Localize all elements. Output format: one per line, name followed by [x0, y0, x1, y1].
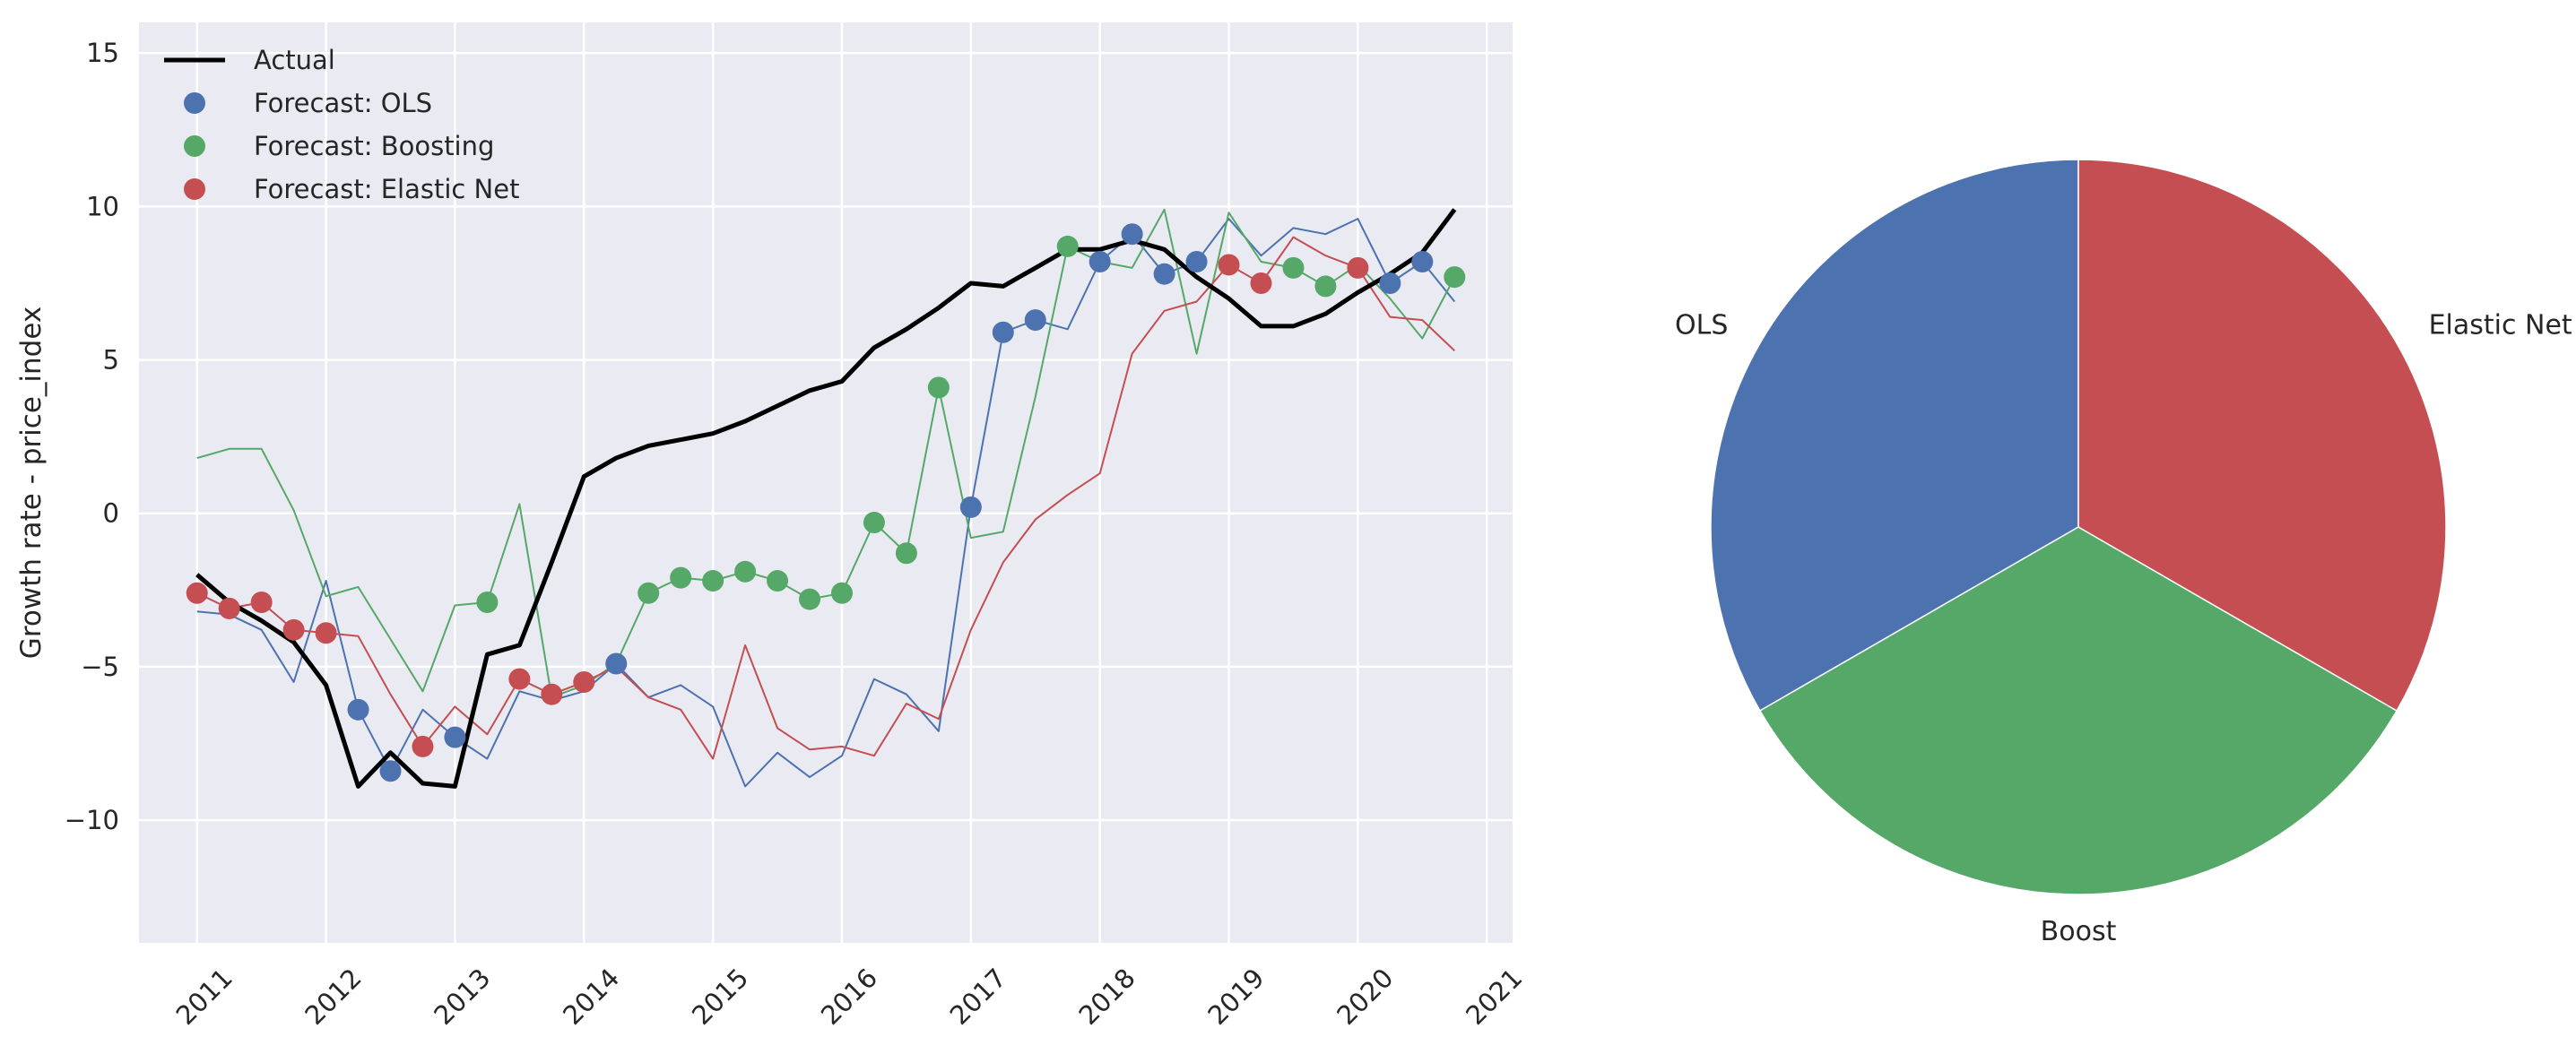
data-point — [282, 618, 305, 641]
pie-slice-label: Boost — [2041, 916, 2117, 947]
data-point — [573, 671, 595, 694]
x-tick-label: 2012 — [299, 963, 367, 1031]
data-point — [315, 622, 337, 644]
legend-label: Forecast: Elastic Net — [254, 174, 519, 204]
y-tick-labels: −10 −5 0 5 10 15 — [65, 38, 119, 835]
y-tick-label: 5 — [103, 345, 119, 376]
y-tick-label: 15 — [86, 38, 119, 68]
x-tick-label: 2011 — [170, 963, 239, 1031]
data-point — [895, 542, 917, 565]
data-point — [186, 582, 208, 604]
y-tick-label: 10 — [86, 191, 119, 221]
data-point — [1218, 254, 1240, 276]
series-line-forecast-elastic-net — [196, 236, 1455, 760]
x-tick-label: 2018 — [1073, 963, 1141, 1031]
pie-slice-boost — [1758, 526, 2398, 895]
data-point — [1250, 272, 1272, 294]
legend-label: Forecast: Boosting — [254, 131, 494, 161]
data-point — [476, 592, 499, 614]
pie-chart: OLS Boost Elastic Net — [1675, 159, 2572, 947]
data-point — [508, 668, 531, 690]
x-tick-labels: 2011 2012 2013 2014 2015 2016 2017 2018 2019 2020… — [170, 963, 1529, 1031]
data-point — [1282, 256, 1305, 279]
data-point — [670, 566, 692, 589]
data-point — [702, 570, 724, 592]
data-point — [1056, 235, 1079, 257]
data-point — [799, 588, 821, 610]
x-tick-label: 2016 — [815, 963, 883, 1031]
data-point — [541, 683, 563, 705]
x-tick-label: 2019 — [1201, 963, 1270, 1031]
series-line-actual — [195, 208, 1457, 789]
x-tick-label: 2017 — [944, 963, 1012, 1031]
x-tick-label: 2015 — [686, 963, 754, 1031]
data-point — [734, 560, 757, 583]
data-point — [1379, 272, 1401, 294]
series-markers — [186, 223, 1466, 782]
legend-label: Forecast: OLS — [254, 88, 432, 118]
pie-slice-label: OLS — [1675, 310, 1728, 341]
data-point — [250, 592, 273, 614]
x-tick-label: 2013 — [428, 963, 496, 1031]
x-tick-label: 2021 — [1460, 963, 1528, 1031]
data-point — [637, 582, 660, 604]
line-chart: −10 −5 0 5 10 15 2011 2012 2013 2014 2015 2016 2017… — [15, 22, 1528, 1031]
legend-swatch — [184, 92, 205, 114]
series-line-forecast-boosting — [196, 208, 1456, 699]
series-lines — [195, 208, 1457, 789]
pie-slice-elastic-net — [2077, 159, 2447, 713]
data-point — [1089, 251, 1111, 273]
y-tick-label: −10 — [65, 805, 119, 835]
data-point — [959, 496, 982, 518]
pie-slice-ols — [1710, 159, 2079, 713]
legend: Actual Forecast: OLS Forecast: Boosting For… — [164, 45, 519, 204]
data-point — [379, 760, 402, 782]
data-point — [605, 652, 628, 675]
data-point — [767, 570, 789, 592]
data-point — [863, 512, 885, 534]
data-point — [1121, 223, 1143, 246]
x-tick-label: 2020 — [1331, 963, 1399, 1031]
data-point — [347, 698, 369, 721]
y-axis-label: Growth rate - price_index — [15, 307, 48, 659]
data-point — [1314, 275, 1337, 298]
legend-swatch — [184, 178, 205, 200]
y-tick-label: 0 — [103, 498, 119, 529]
data-point — [1153, 263, 1175, 285]
data-point — [1411, 251, 1434, 273]
legend-swatch — [184, 135, 205, 157]
data-point — [1347, 256, 1369, 279]
data-point — [927, 376, 950, 399]
x-tick-label: 2014 — [557, 963, 625, 1031]
data-point — [412, 735, 434, 757]
y-tick-label: −5 — [81, 652, 119, 682]
legend-label: Actual — [254, 45, 335, 75]
pie-slice-label: Elastic Net — [2429, 310, 2572, 341]
data-point — [444, 726, 466, 748]
data-point — [992, 321, 1014, 343]
plot-area — [139, 22, 1513, 943]
data-point — [1185, 251, 1208, 273]
data-point — [1444, 266, 1466, 289]
data-point — [218, 597, 240, 619]
data-point — [1024, 309, 1046, 332]
data-point — [830, 582, 853, 604]
